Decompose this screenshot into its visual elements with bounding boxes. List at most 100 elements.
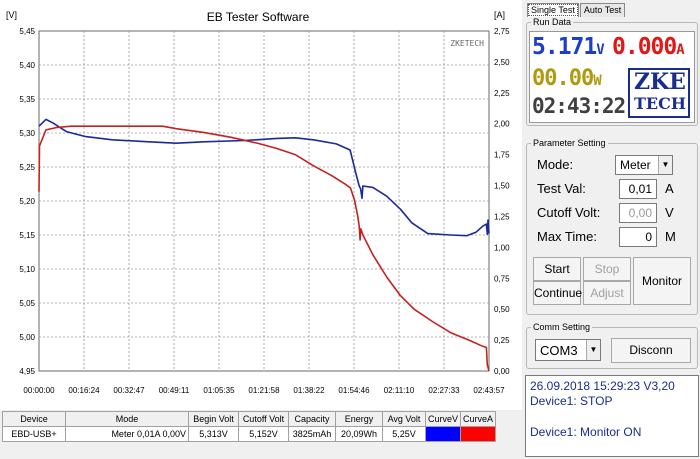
run-data-display: 5.171V 0.000A 00.00W 02:43:22 ZKE TECH <box>529 31 695 123</box>
col-energy: Energy <box>335 411 383 427</box>
y-left-tick-label: 5,15 <box>19 231 35 240</box>
status-log: 26.09.2018 15:29:23 V3,20 Device1: STOP … <box>525 375 699 457</box>
y-right-tick-label: 2,75 <box>494 27 510 36</box>
y-left-tick-label: 5,20 <box>19 197 35 206</box>
device-table: Device Mode Begin Volt Cutoff Volt Capac… <box>2 411 497 442</box>
x-tick-label: 02:27:33 <box>428 386 460 395</box>
max-time-unit: M <box>665 229 676 244</box>
status-monitor-on: Device1: Monitor ON <box>530 425 642 439</box>
cell-capacity: 3825mAh <box>288 426 336 442</box>
mode-label: Mode: <box>537 157 574 172</box>
series-line-curvev <box>38 118 490 237</box>
y-left-tick-label: 5,25 <box>19 163 35 172</box>
chevron-down-icon: ▼ <box>586 340 600 360</box>
chart-title: EB Tester Software <box>207 10 310 24</box>
adjust-button[interactable]: Adjust <box>583 281 631 305</box>
col-begin-volt: Begin Volt <box>188 411 239 427</box>
y-left-tick-label: 5,05 <box>19 299 35 308</box>
y-right-tick-label: 1,25 <box>494 212 510 221</box>
col-curve-a: CurveA <box>460 411 497 427</box>
x-tick-label: 01:54:46 <box>338 386 370 395</box>
comm-setting-group: Comm Setting COM3 ▼ Disconn <box>526 322 698 369</box>
y-right-tick-label: 2,00 <box>494 120 510 129</box>
current-unit: A <box>676 42 685 58</box>
col-capacity: Capacity <box>288 411 336 427</box>
left-axis-unit: [V] <box>6 10 17 20</box>
current-value: 0.000 <box>612 34 677 60</box>
current-readout: 0.000A <box>612 34 685 60</box>
x-tick-label: 00:16:24 <box>68 386 100 395</box>
parameter-setting-group: Parameter Setting Mode: Meter ▼ Test Val… <box>526 138 698 315</box>
cell-energy: 20,09Wh <box>335 426 383 442</box>
power-unit: W <box>593 73 602 89</box>
logo-text-top: ZKE <box>634 69 686 95</box>
col-curve-v: CurveV <box>424 411 462 427</box>
test-val-label: Test Val: <box>537 181 586 196</box>
y-left-tick-label: 5,30 <box>19 129 35 138</box>
cell-mode: Meter 0,01A 0,00V <box>65 426 189 442</box>
y-right-tick-label: 2,50 <box>494 58 510 67</box>
y-right-tick-label: 1,00 <box>494 243 510 252</box>
max-time-label: Max Time: <box>537 229 597 244</box>
col-cutoff-volt: Cutoff Volt <box>238 411 289 427</box>
y-right-tick-label: 1,75 <box>494 151 510 160</box>
series-line-curvea <box>38 125 490 372</box>
x-tick-label: 00:32:47 <box>113 386 145 395</box>
cutoff-volt-label: Cutoff Volt: <box>537 205 601 220</box>
monitor-button[interactable]: Monitor <box>633 257 691 305</box>
mode-select[interactable]: Meter ▼ <box>615 155 673 175</box>
disconnect-button[interactable]: Disconn <box>611 338 691 363</box>
y-left-tick-label: 5,35 <box>19 95 35 104</box>
y-right-tick-label: 0,00 <box>494 367 510 376</box>
x-tick-label: 01:21:58 <box>248 386 280 395</box>
parameter-setting-title: Parameter Setting <box>531 138 608 148</box>
max-time-input[interactable]: 0 <box>619 227 657 247</box>
x-tick-label: 02:43:57 <box>473 386 505 395</box>
cell-device: EBD-USB+ <box>2 426 66 442</box>
cell-avg-volt: 5,25V <box>382 426 426 442</box>
voltage-value: 5.171 <box>532 34 597 60</box>
power-readout: 00.00W <box>532 66 602 91</box>
voltage-readout: 5.171V <box>532 34 605 60</box>
run-data-title: Run Data <box>531 17 574 27</box>
zketech-logo: ZKE TECH <box>628 68 690 118</box>
y-left-tick-label: 5,10 <box>19 265 35 274</box>
table-row[interactable]: EBD-USB+ Meter 0,01A 0,00V 5,313V 5,152V… <box>2 426 497 442</box>
status-device-stop: Device1: STOP <box>530 394 613 408</box>
x-tick-label: 02:11:10 <box>384 386 415 395</box>
x-tick-label: 00:49:11 <box>159 386 190 395</box>
chevron-down-icon: ▼ <box>658 156 672 174</box>
continue-button[interactable]: Continue <box>533 281 582 305</box>
com-port-value: COM3 <box>540 343 578 358</box>
voltage-unit: V <box>596 42 605 58</box>
y-left-tick-label: 5,40 <box>19 61 35 70</box>
cutoff-volt-unit: V <box>665 205 674 220</box>
com-port-select[interactable]: COM3 ▼ <box>535 339 601 361</box>
run-data-group: Run Data 5.171V 0.000A 00.00W 02:43:22 Z… <box>526 17 698 126</box>
test-val-unit: A <box>665 181 674 196</box>
tab-auto-test[interactable]: Auto Test <box>579 3 626 17</box>
test-val-input[interactable]: 0,01 <box>619 179 657 199</box>
curve-a-swatch[interactable] <box>460 426 497 442</box>
status-timestamp: 26.09.2018 15:29:23 V3,20 <box>530 379 675 393</box>
mode-select-value: Meter <box>620 158 651 172</box>
cutoff-volt-input[interactable]: 0,00 <box>619 203 657 223</box>
watermark: ZKETECH <box>450 39 484 48</box>
table-header-row: Device Mode Begin Volt Cutoff Volt Capac… <box>2 411 497 427</box>
y-left-tick-label: 5,45 <box>19 27 35 36</box>
stop-button[interactable]: Stop <box>583 257 631 281</box>
elapsed-time: 02:43:22 <box>532 94 626 118</box>
x-tick-label: 01:05:35 <box>203 386 235 395</box>
logo-text-bottom: TECH <box>634 94 686 113</box>
x-tick-label: 01:38:22 <box>293 386 325 395</box>
y-right-tick-label: 1,50 <box>494 182 510 191</box>
power-value: 00.00 <box>532 66 594 91</box>
col-device: Device <box>2 411 66 427</box>
y-right-tick-label: 0,50 <box>494 305 510 314</box>
start-button[interactable]: Start <box>533 257 581 281</box>
col-mode: Mode <box>65 411 189 427</box>
col-avg-volt: Avg Volt <box>382 411 426 427</box>
curve-v-swatch[interactable] <box>424 426 462 442</box>
comm-setting-title: Comm Setting <box>531 322 593 332</box>
tab-single-test[interactable]: Single Test <box>527 3 579 17</box>
